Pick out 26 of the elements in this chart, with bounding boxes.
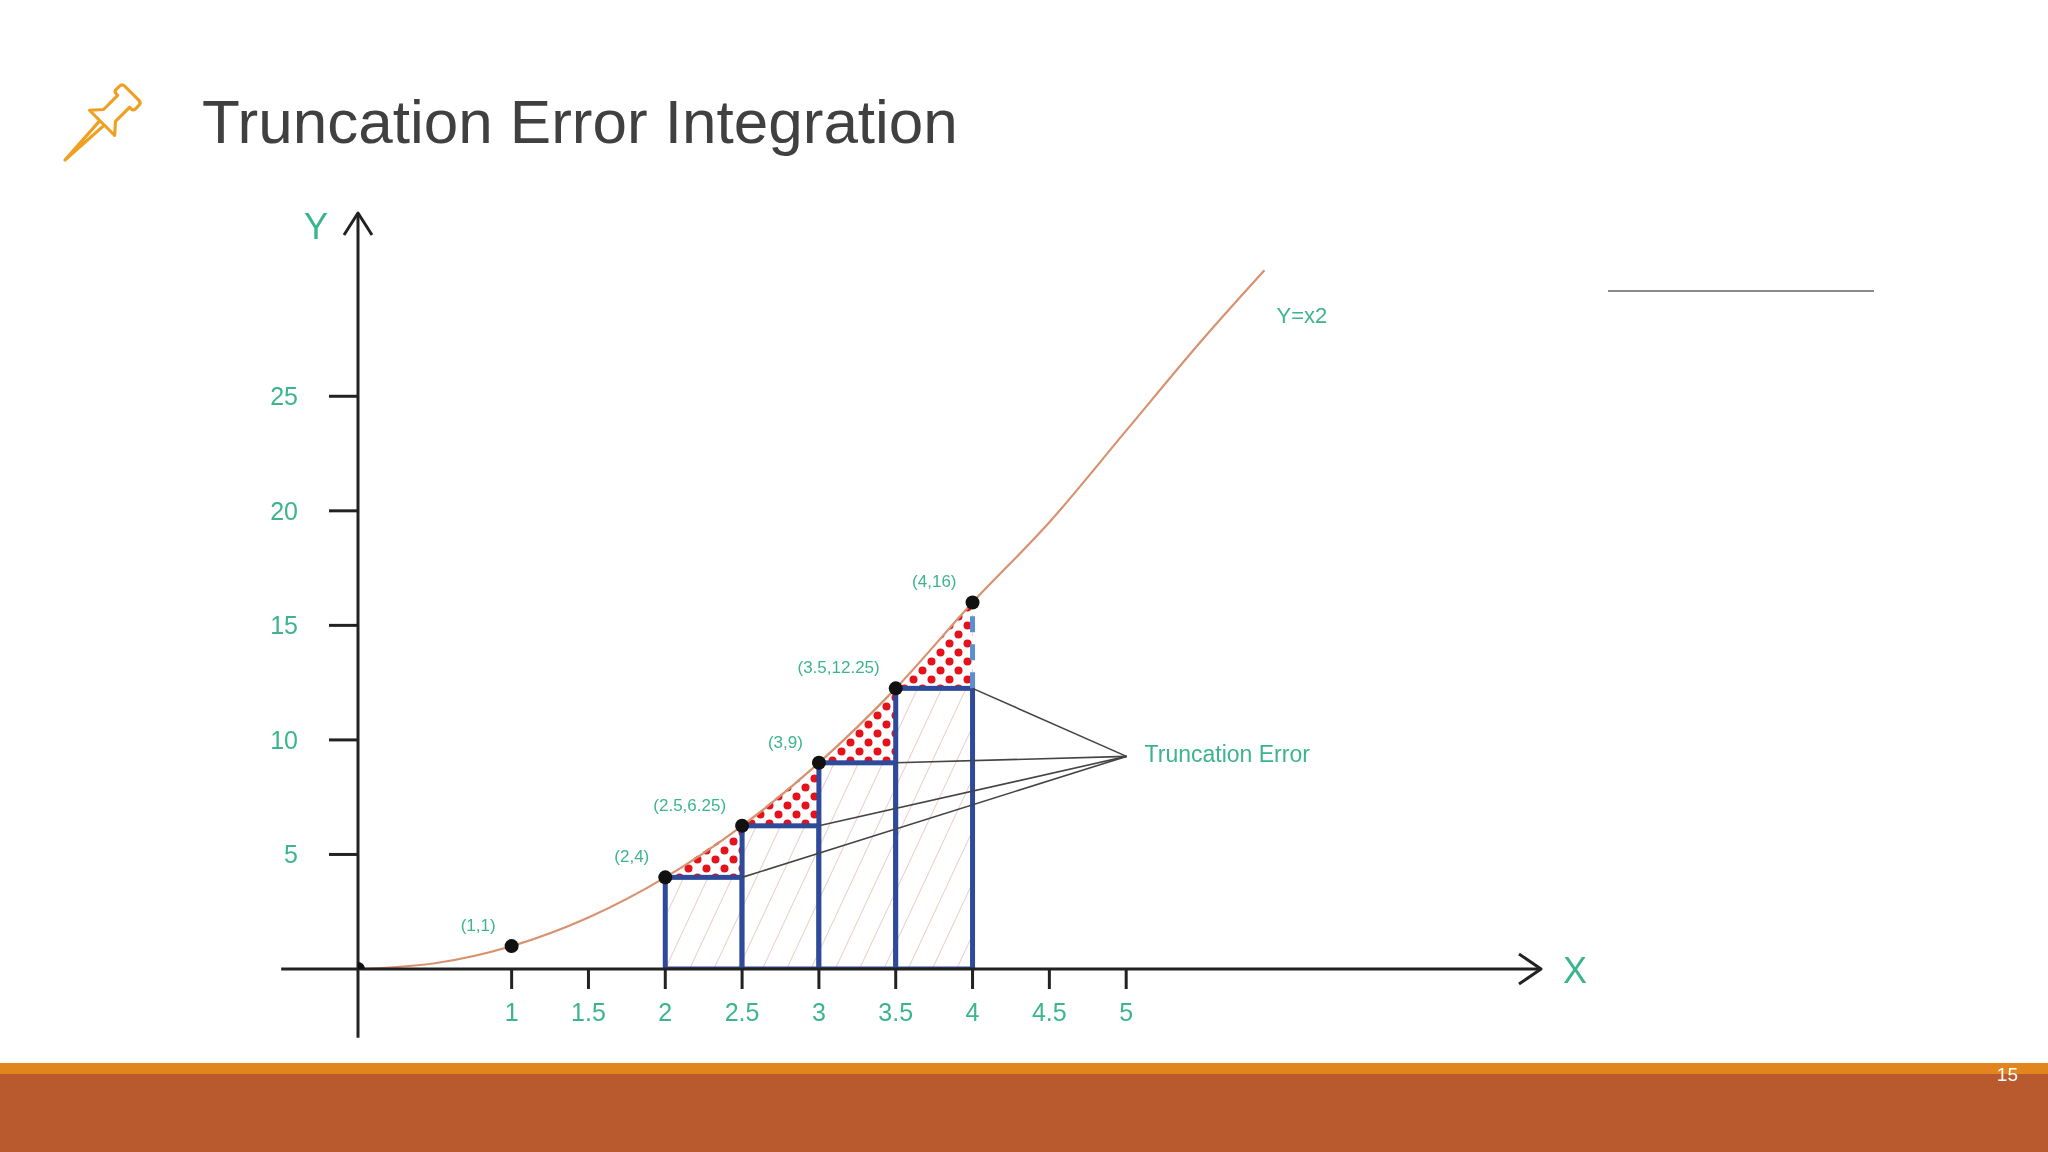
x-tick-label: 2.5	[724, 997, 760, 1026]
annotation: Truncation Error	[1144, 741, 1311, 768]
x-tick-label: 5	[1119, 997, 1134, 1026]
y-tick-label: 20	[270, 496, 298, 525]
x-tick-label: 1	[504, 997, 519, 1026]
annotation: (2.5,6.25)	[653, 795, 727, 815]
x-tick-label: 3	[811, 997, 826, 1026]
y-tick-label: 10	[270, 725, 298, 754]
y-tick-label: 25	[270, 382, 298, 411]
annotation: (3,9)	[767, 732, 803, 752]
x-tick-label: 2	[658, 997, 673, 1026]
x-tick-label: 1.5	[571, 997, 606, 1026]
y-tick-label: 15	[270, 611, 298, 640]
x-tick-label: 4	[965, 997, 980, 1026]
y-tick-label: 5	[284, 840, 298, 869]
series-label: Y=x2	[1276, 303, 1328, 329]
annotation: (4,16)	[912, 572, 957, 592]
x-tick-label: 4.5	[1031, 997, 1067, 1026]
annotation: (2,4)	[614, 847, 650, 867]
text: 15	[1996, 1063, 2018, 1087]
x-tick-label: 3.5	[878, 997, 914, 1026]
y-axis-title: Y	[303, 206, 329, 247]
annotation: (3.5,12.25)	[797, 658, 880, 678]
annotation: (1,1)	[460, 916, 496, 936]
chart-title: Truncation Error Integration	[202, 87, 958, 156]
x-axis-title: X	[1563, 950, 1588, 991]
